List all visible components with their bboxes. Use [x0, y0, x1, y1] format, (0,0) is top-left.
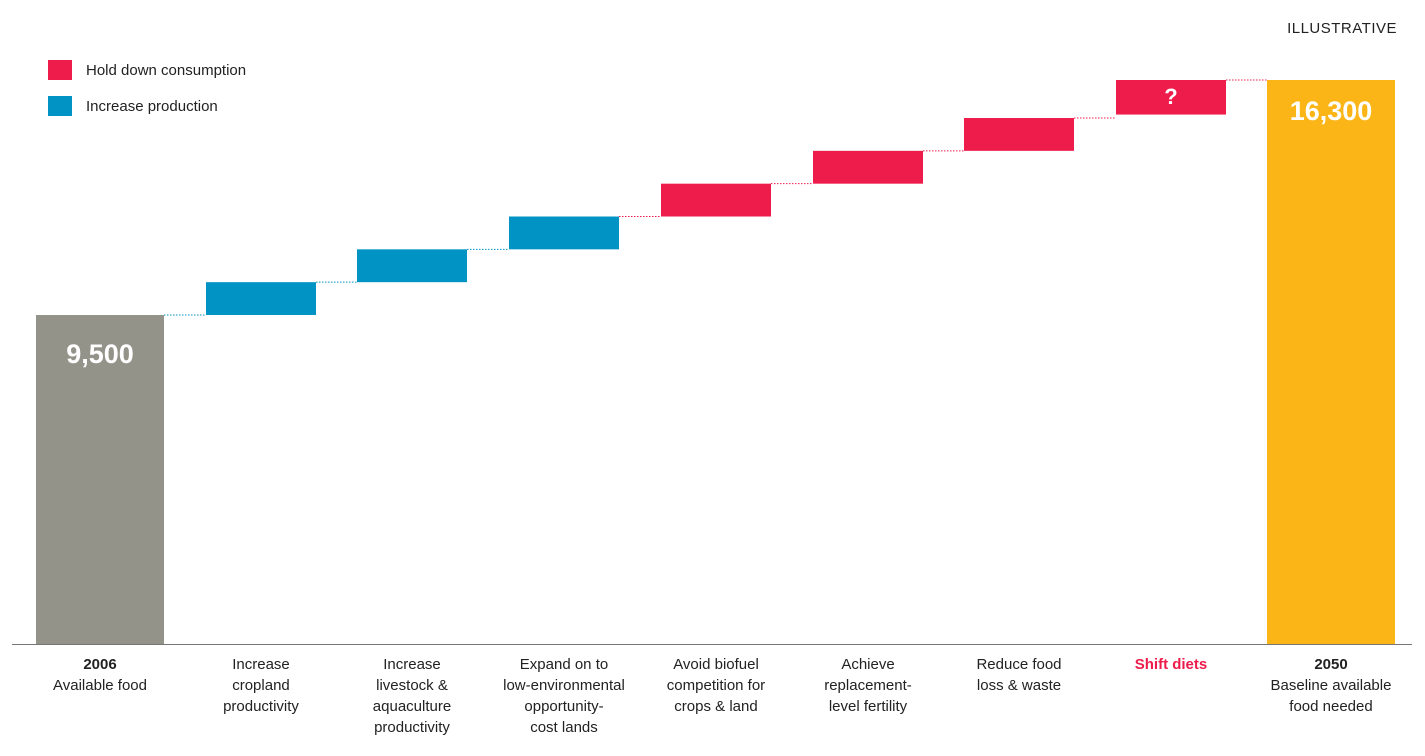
category-line: Increase [232, 656, 290, 673]
category-label-6: Reduce food loss & waste [944, 654, 1094, 696]
step-bar-4 [661, 183, 771, 217]
category-line: crops & land [674, 698, 758, 715]
legend-item-production: Increase production [48, 94, 246, 118]
category-line: replacement- [824, 677, 912, 694]
value-label-2050: 16,300 [1290, 96, 1373, 126]
step-bar-1 [206, 282, 316, 315]
category-line: Achieve [841, 656, 895, 673]
category-line: competition for [666, 677, 766, 694]
bar-2050 [1267, 80, 1395, 644]
category-label-0: 2006 Available food [25, 654, 175, 696]
step-bar-2 [357, 249, 467, 283]
category-line: productivity [374, 719, 450, 736]
category-year: 2050 [1314, 656, 1348, 673]
category-label-2: Increase livestock & aquaculture productivi… [337, 654, 487, 738]
category-line: livestock & [376, 677, 448, 694]
step-bar-6 [964, 118, 1074, 151]
category-line: opportunity- [524, 698, 604, 715]
legend-swatch-consumption [48, 60, 72, 80]
step-bar-3 [509, 216, 619, 250]
category-line: cropland [232, 677, 290, 694]
category-line: low-environmental [503, 677, 625, 694]
category-line: Baseline available [1270, 677, 1392, 694]
bar-2006 [36, 315, 164, 644]
legend: Hold down consumption Increase productio… [48, 58, 246, 130]
category-label-1: Increase cropland productivity [186, 654, 336, 717]
category-year: 2006 [83, 656, 117, 673]
category-line: level fertility [828, 698, 908, 715]
category-label-3: Expand on to low-environmental opportunity… [489, 654, 639, 738]
category-line: productivity [223, 698, 299, 715]
legend-label-consumption: Hold down consumption [86, 61, 247, 79]
category-line: food needed [1289, 698, 1373, 715]
legend-label-production: Increase production [86, 97, 218, 115]
category-line: cost lands [530, 719, 598, 736]
category-label-7: Shift diets [1096, 654, 1246, 675]
category-label-5: Achieve replacement-level fertility [793, 654, 943, 717]
legend-item-consumption: Hold down consumption [48, 58, 246, 82]
illustrative-tag: ILLUSTRATIVE [1287, 20, 1397, 37]
value-label-2006: 9,500 [66, 339, 134, 369]
step-label-7: ? [1164, 84, 1177, 109]
category-line: Available food [53, 677, 147, 694]
legend-swatch-production [48, 96, 72, 116]
step-bar-5 [813, 150, 923, 184]
category-line: aquaculture [372, 698, 452, 715]
category-label-8: 2050 Baseline available food needed [1256, 654, 1406, 717]
category-line: loss & waste [976, 677, 1062, 694]
category-line: Reduce food [976, 656, 1062, 673]
category-line: Avoid biofuel [673, 656, 759, 673]
category-line: Expand on to [519, 656, 609, 673]
category-label-4: Avoid biofuel competition for crops & land [641, 654, 791, 717]
category-line: Increase [383, 656, 441, 673]
step-bar-7 [1116, 80, 1226, 115]
category-highlight: Shift diets [1134, 656, 1208, 673]
